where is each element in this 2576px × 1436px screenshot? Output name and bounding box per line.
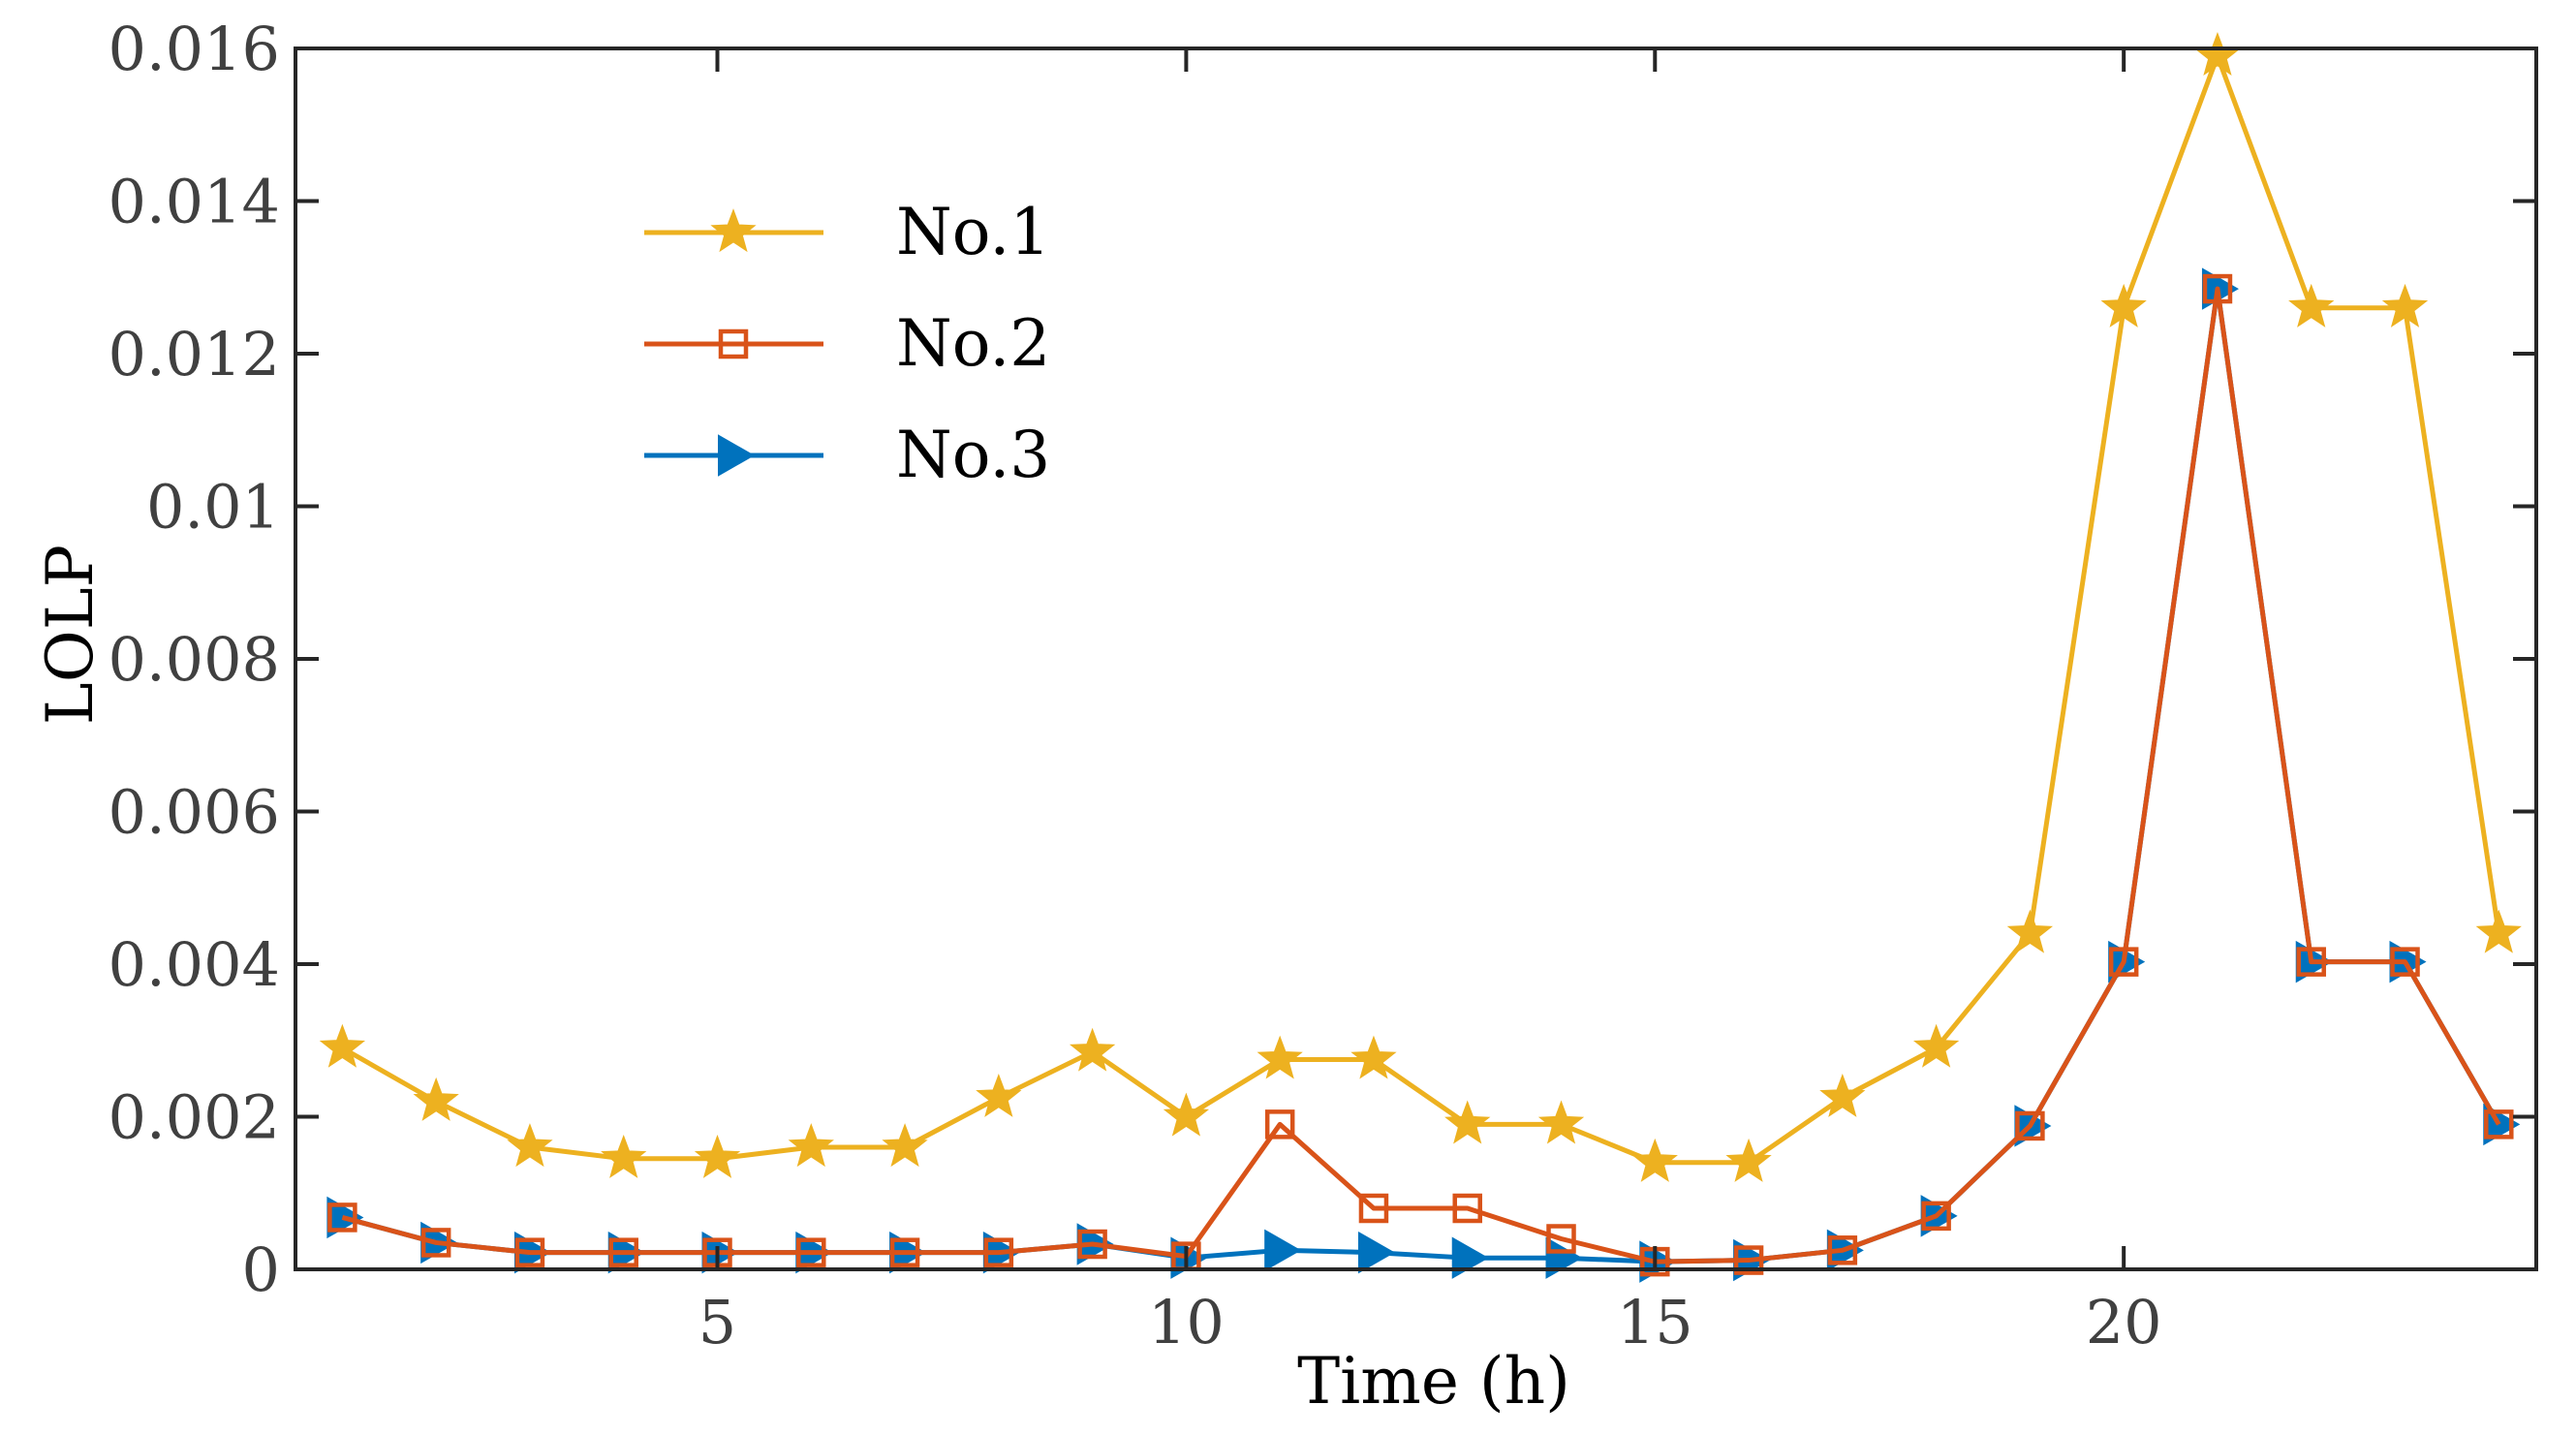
data-point: [1350, 1035, 1397, 1079]
data-point: [694, 1134, 741, 1178]
series-line: [341, 53, 2501, 1166]
y-tick-label: 0.012: [109, 319, 281, 390]
data-point: [1546, 1224, 1576, 1254]
legend-label: No.2: [896, 306, 1050, 381]
y-axis-title: LOLP: [33, 545, 108, 725]
x-axis-title: Time (h): [1297, 1344, 1570, 1419]
data-point: [2202, 273, 2233, 304]
series-line: [341, 286, 2501, 1264]
y-tick-label: 0.006: [109, 777, 281, 848]
data-point: [2015, 1110, 2045, 1141]
data-point: [2194, 32, 2241, 76]
legend-item: No.2: [644, 306, 1050, 381]
data-point: [1257, 1035, 1303, 1079]
data-point: [1912, 1023, 1960, 1068]
data-point: [1733, 1245, 1764, 1275]
data-point: [788, 1123, 834, 1168]
y-tick-label: 0: [242, 1234, 280, 1305]
data-point: [507, 1123, 553, 1168]
plot-area: [319, 32, 2522, 1283]
data-point: [601, 1134, 647, 1178]
data-point: [1358, 1193, 1389, 1224]
axis-tick-labels: 0 0.002 0.004 0.006 0.008 0.01 0.012 0.014 0.016…: [109, 14, 2162, 1358]
data-point: [1069, 1027, 1116, 1072]
data-point: [2100, 283, 2147, 328]
data-point: [1264, 1229, 1302, 1272]
data-point: [2288, 283, 2335, 328]
data-point: [2296, 947, 2326, 977]
data-point: [1819, 1073, 1866, 1117]
y-tick-label: 0.008: [109, 624, 281, 695]
data-point: [1725, 1138, 1772, 1182]
data-point: [1444, 1100, 1491, 1144]
data-point: [1452, 1193, 1482, 1224]
x-tick-label: 10: [1148, 1287, 1225, 1358]
legend-marker: [710, 208, 757, 253]
x-tick-label: 5: [698, 1287, 736, 1358]
data-point: [1163, 1092, 1210, 1137]
data-point: [1537, 1100, 1585, 1144]
series-line: [341, 286, 2501, 1264]
data-point: [2484, 1109, 2514, 1139]
data-point: [514, 1237, 545, 1267]
data-point: [420, 1228, 451, 1258]
data-point: [413, 1077, 459, 1121]
legend: No.1 No.2 No.3: [644, 195, 1050, 492]
legend-item: No.3: [644, 418, 1050, 492]
y-tick-label: 0.004: [109, 929, 281, 1000]
data-point: [889, 1237, 920, 1267]
axis-ticks: [295, 47, 2536, 1271]
series-no3: [326, 267, 2521, 1283]
legend-item: No.1: [644, 195, 1050, 269]
data-point: [1451, 1236, 1489, 1279]
data-point: [1631, 1138, 1678, 1182]
data-point: [327, 1202, 357, 1233]
data-point: [983, 1237, 1014, 1267]
data-point: [2475, 909, 2522, 953]
data-point: [608, 1237, 638, 1267]
data-point: [2381, 283, 2429, 328]
series-no2: [327, 273, 2514, 1277]
legend-marker: [718, 328, 749, 359]
legend-label: No.1: [896, 195, 1050, 269]
data-point: [2108, 947, 2139, 977]
data-point: [976, 1073, 1022, 1117]
data-point: [882, 1123, 928, 1168]
data-point: [1077, 1229, 1107, 1260]
x-tick-label: 15: [1617, 1287, 1693, 1358]
data-point: [2390, 947, 2420, 977]
y-tick-label: 0.014: [109, 167, 281, 237]
x-tick-label: 20: [2086, 1287, 2162, 1358]
data-point: [1921, 1201, 1951, 1232]
series-no1: [319, 32, 2522, 1182]
y-tick-label: 0.016: [109, 14, 281, 84]
data-point: [1264, 1109, 1295, 1139]
y-tick-label: 0.01: [146, 472, 280, 543]
data-point: [796, 1237, 826, 1267]
y-tick-label: 0.002: [109, 1082, 281, 1153]
data-point: [319, 1023, 366, 1068]
data-point: [2006, 909, 2054, 953]
data-point: [1357, 1231, 1395, 1274]
legend-label: No.3: [896, 418, 1050, 492]
legend-marker: [718, 434, 756, 477]
data-point: [1827, 1235, 1858, 1265]
